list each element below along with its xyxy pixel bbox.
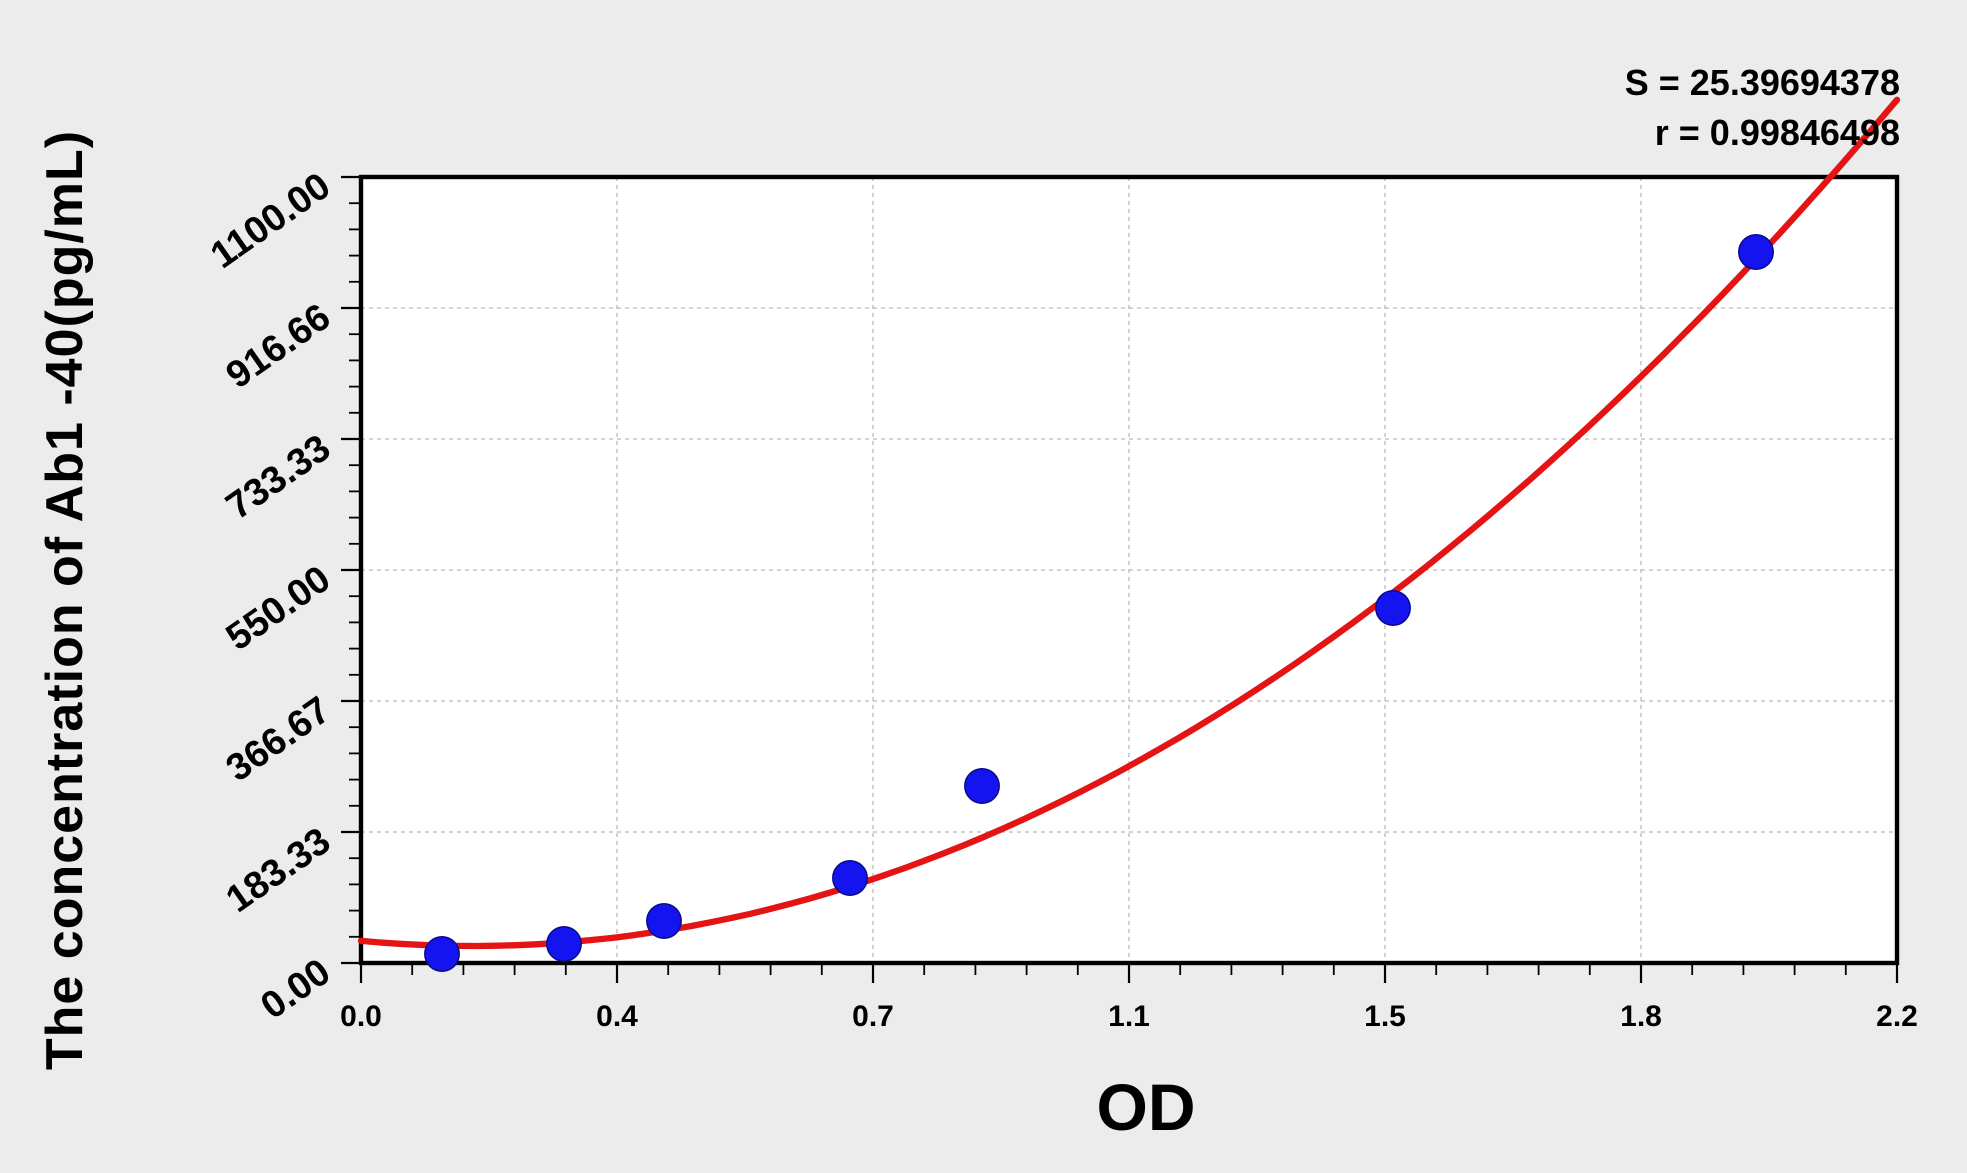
svg-text:The concentration of Ab1 -40(p: The concentration of Ab1 -40(pg/mL) <box>36 130 94 1070</box>
svg-text:1.8: 1.8 <box>1620 1000 1662 1033</box>
svg-text:0.0: 0.0 <box>340 1000 382 1033</box>
svg-text:1.1: 1.1 <box>1108 1000 1150 1033</box>
svg-text:0.7: 0.7 <box>852 1000 894 1033</box>
svg-text:r = 0.99846498: r = 0.99846498 <box>1655 112 1900 153</box>
svg-text:S = 25.39694378: S = 25.39694378 <box>1625 62 1900 103</box>
svg-text:OD: OD <box>1097 1070 1196 1144</box>
svg-text:0.4: 0.4 <box>596 1000 638 1033</box>
svg-text:2.2: 2.2 <box>1876 1000 1918 1033</box>
svg-text:1.5: 1.5 <box>1364 1000 1406 1033</box>
